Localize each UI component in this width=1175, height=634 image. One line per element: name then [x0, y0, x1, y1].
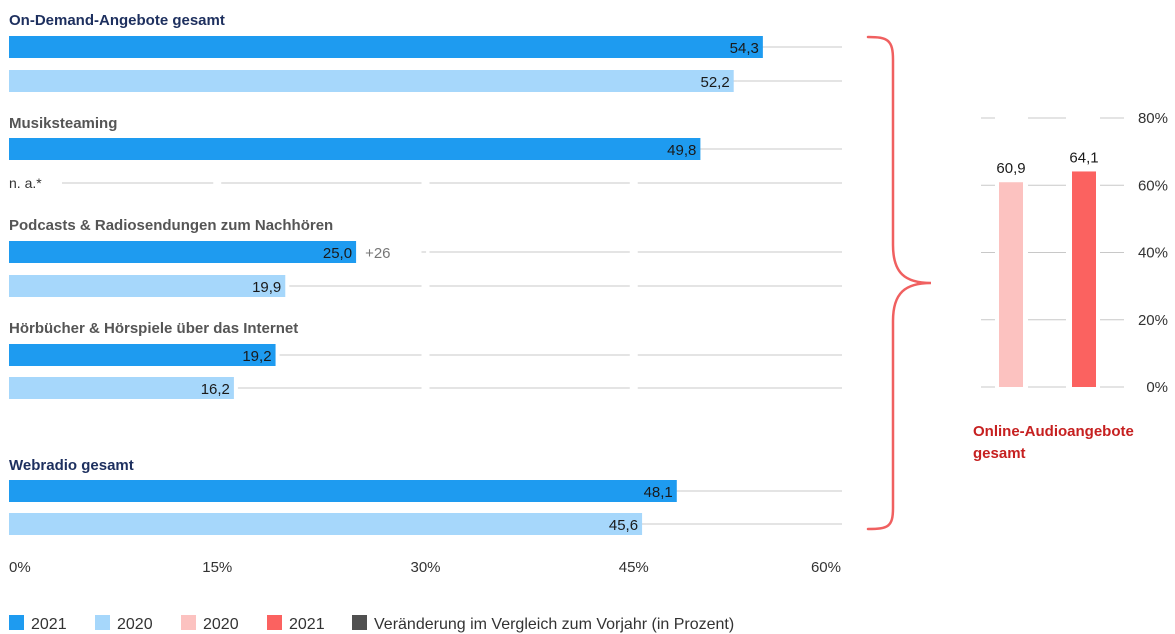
- bar-value-label: 19,9: [252, 279, 281, 296]
- group-label: Hörbücher & Hörspiele über das Internet: [9, 320, 298, 337]
- bar-value-label: 49,8: [667, 142, 696, 159]
- group-label: Podcasts & Radiosendungen zum Nachhören: [9, 217, 333, 234]
- legend-swatch: [352, 615, 367, 630]
- x-tick-label: 0%: [9, 559, 31, 576]
- legend-label: 2021: [31, 616, 67, 633]
- bar-value-label: 19,2: [242, 348, 271, 365]
- bar-value-label: 45,6: [609, 517, 638, 534]
- x-tick-label: 15%: [202, 559, 232, 576]
- bar-value-label: 48,1: [644, 484, 673, 501]
- x-tick-label: 30%: [410, 559, 440, 576]
- bar-2020: [9, 513, 643, 535]
- bar-2020: [9, 377, 234, 399]
- bar-2020: [9, 275, 286, 297]
- change-label: +26: [365, 245, 390, 262]
- bar-2021: [9, 241, 357, 263]
- bar-value-label: 54,3: [730, 40, 759, 57]
- bar-value-label: 16,2: [201, 381, 230, 398]
- bar-value-label: 64,1: [1069, 149, 1098, 166]
- legend-swatch: [181, 615, 196, 630]
- y-tick-label: 80%: [1138, 110, 1168, 127]
- legend-swatch: [9, 615, 24, 630]
- chart-title: gesamt: [973, 445, 1026, 462]
- y-tick-label: 20%: [1138, 312, 1168, 329]
- x-tick-label: 60%: [811, 559, 841, 576]
- legend-label: Veränderung im Vergleich zum Vorjahr (in…: [374, 616, 734, 633]
- bar-value-label: 60,9: [996, 160, 1025, 177]
- bar-2021: [9, 138, 701, 160]
- bar-2021: [9, 480, 677, 502]
- x-tick-label: 45%: [619, 559, 649, 576]
- bar-value-label: 52,2: [701, 74, 730, 91]
- legend-swatch: [95, 615, 110, 630]
- bar-2021: [9, 344, 276, 366]
- bar-2021: [9, 36, 763, 58]
- group-label: On-Demand-Angebote gesamt: [9, 12, 225, 29]
- bar-2020: [9, 70, 734, 92]
- legend-swatch: [267, 615, 282, 630]
- group-label: Musiksteaming: [9, 115, 117, 132]
- group-label: Webradio gesamt: [9, 457, 134, 474]
- legend-label: 2020: [117, 616, 153, 633]
- y-tick-label: 40%: [1138, 245, 1168, 262]
- bar-2020: [999, 182, 1023, 387]
- bar-value-label: 25,0: [323, 245, 352, 262]
- brace-connector: [866, 35, 932, 531]
- legend-label: 2021: [289, 616, 325, 633]
- chart-title: Online-Audioangebote: [973, 423, 1134, 440]
- y-tick-label: 0%: [1146, 379, 1168, 396]
- legend-label: 2020: [203, 616, 239, 633]
- na-label: n. a.*: [9, 175, 42, 191]
- bar-2021: [1072, 171, 1096, 387]
- y-tick-label: 60%: [1138, 177, 1168, 194]
